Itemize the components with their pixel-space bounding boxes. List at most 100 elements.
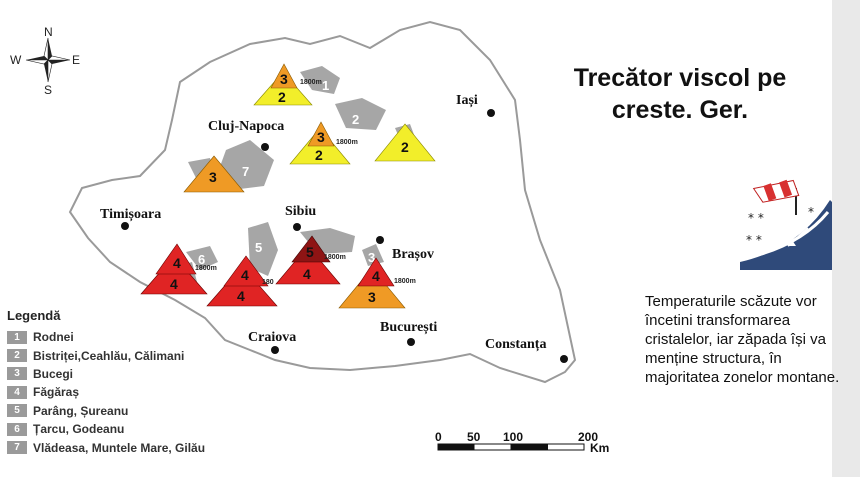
legend-item: 5 Parâng, Șureanu [7, 402, 205, 420]
city-dot-cluj [261, 143, 269, 151]
city-dot-craiova [271, 346, 279, 354]
risk-triangle-lower [253, 71, 313, 106]
risk-level-lower: 3 [368, 289, 376, 305]
risk-marker-rodnei: 2 3 1800m [253, 63, 322, 106]
massif-number-1: 1 [322, 78, 329, 93]
altitude-label: 180 [262, 279, 274, 286]
risk-triangle-upper [291, 235, 331, 263]
massif-parang [248, 222, 278, 276]
risk-level-lower: 2 [401, 139, 409, 155]
risk-level-lower: 3 [209, 169, 217, 185]
risk-level-lower: 2 [315, 147, 323, 163]
risk-triangle-upper [270, 63, 298, 89]
risk-triangle-lower [275, 245, 341, 285]
svg-text:* *: * * [746, 233, 762, 247]
risk-marker-bistritei: 2 [374, 123, 436, 162]
city-dot-timisoara [121, 222, 129, 230]
legend-number: 5 [7, 404, 27, 418]
scale-tick-50: 50 [467, 430, 481, 444]
risk-triangle-lower [140, 255, 208, 295]
svg-text:*: * [808, 205, 814, 219]
massif-number-7: 7 [242, 164, 249, 179]
legend-item: 4 Făgăraș [7, 383, 205, 401]
legend-number: 4 [7, 385, 27, 399]
risk-level-lower: 4 [237, 288, 245, 304]
massif-rodnei [300, 66, 340, 94]
city-dots [121, 109, 568, 363]
page-edge [832, 0, 860, 477]
massif-tarcu [186, 246, 218, 270]
risk-triangle-lower [338, 267, 406, 309]
risk-level-upper: 3 [317, 129, 325, 145]
risk-level-lower: 2 [278, 89, 286, 105]
risk-triangle-upper [307, 121, 335, 147]
altitude-label: 1800m [336, 139, 358, 146]
city-label-sibiu: Sibiu [285, 204, 316, 219]
legend-number: 3 [7, 367, 27, 381]
compass-w: W [10, 53, 22, 67]
altitude-label: 1800m [324, 254, 346, 261]
legend-number: 7 [7, 441, 27, 455]
city-dot-constanta [560, 355, 568, 363]
risk-level-upper: 4 [173, 255, 181, 271]
risk-marker-fagaras: 4 5 1800m [275, 235, 346, 285]
risk-triangle-upper [357, 257, 395, 287]
massif-number-6: 6 [198, 252, 205, 267]
risk-level-lower: 4 [170, 276, 178, 292]
massif-number-3: 3 [368, 250, 375, 265]
massif-number-5: 5 [255, 240, 262, 255]
city-label-constanta: Constanța [485, 337, 546, 352]
city-label-craiova: Craiova [248, 330, 296, 345]
massif-calimani [335, 98, 386, 130]
windsock-snow-icon: * * * * * [740, 179, 840, 270]
city-label-brasov: Brașov [392, 247, 434, 262]
scale-tick-200: 200 [578, 430, 598, 444]
risk-level-lower: 4 [303, 266, 311, 282]
legend-list: 1 Rodnei 2 Bistriței,Ceahlău, Călimani 3… [7, 328, 205, 457]
legend-label: Vlădeasa, Muntele Mare, Gilău [33, 440, 206, 455]
legend-label: Rodnei [33, 330, 74, 345]
legend-item: 1 Rodnei [7, 328, 205, 346]
scale-tick-0: 0 [435, 430, 442, 444]
legend-item: 2 Bistriței,Ceahlău, Călimani [7, 346, 205, 364]
legend-item: 3 Bucegi [7, 365, 205, 383]
legend-number: 6 [7, 422, 27, 436]
legend-label: Bucegi [33, 366, 74, 381]
scale-bar: 0 50 100 200 Km [435, 430, 609, 455]
risk-triangle-upper [155, 243, 197, 275]
risk-level-upper: 4 [241, 267, 249, 283]
compass-n: N [44, 25, 53, 39]
city-label-timisoara: Timișoara [100, 207, 161, 222]
scale-tick-100: 100 [503, 430, 523, 444]
risk-level-upper: 5 [306, 244, 314, 260]
risk-marker-parang: 4 4 180 [206, 255, 278, 307]
city-dot-sibiu [293, 223, 301, 231]
risk-triangle-lower [183, 155, 245, 193]
altitude-label: 1800m [394, 278, 416, 285]
risk-triangle-upper [223, 255, 269, 287]
city-dot-brasov [376, 236, 384, 244]
massif-bucegi [362, 244, 384, 266]
legend-label: Țarcu, Godeanu [33, 422, 125, 437]
legend-title: Legendă [7, 308, 61, 323]
legend-label: Bistriței,Ceahlău, Călimani [33, 348, 185, 363]
svg-text:* *: * * [748, 211, 764, 225]
city-dot-iasi [487, 109, 495, 117]
risk-level-upper: 3 [280, 71, 288, 87]
city-label-cluj: Cluj-Napoca [208, 119, 284, 134]
risk-marker-apuseni: 3 [183, 155, 245, 193]
risk-triangle-lower [374, 123, 436, 162]
legend-label: Parâng, Șureanu [33, 403, 129, 418]
compass-e: E [72, 53, 80, 67]
compass-s: S [44, 83, 52, 97]
risk-marker-tarcu: 4 4 1800m [140, 243, 217, 295]
city-label-iasi: Iași [456, 93, 478, 108]
massif-number-2: 2 [352, 112, 359, 127]
altitude-label: 1800m [300, 79, 322, 86]
scale-unit: Km [590, 441, 609, 455]
legend-item: 7 Vlădeasa, Muntele Mare, Gilău [7, 438, 205, 456]
risk-marker-bucegi: 3 4 1800m [338, 257, 416, 309]
forecast-description: Temperaturile scăzute vor încetini trans… [645, 293, 840, 386]
